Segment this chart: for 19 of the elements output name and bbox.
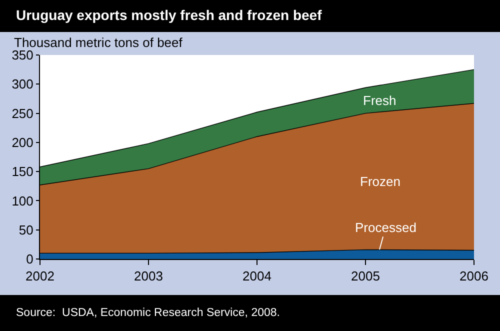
x-tick-label: 2006: [460, 268, 488, 284]
chart-title: Uruguay exports mostly fresh and frozen beef: [16, 7, 322, 23]
y-tick-label: 150: [12, 164, 34, 180]
y-tick-label: 350: [12, 48, 34, 63]
y-tick-label: 200: [12, 134, 34, 150]
series-label: Processed: [355, 220, 416, 235]
x-tick-label: 2004: [242, 268, 272, 284]
source-note: Source: USDA, Economic Research Service, 2008.: [16, 307, 280, 319]
series-label: Frozen: [360, 174, 400, 189]
x-tick-label: 2003: [134, 268, 163, 284]
y-axis-title: Thousand metric tons of beef: [14, 35, 183, 50]
series-label: Fresh: [363, 93, 396, 108]
y-tick-label: 0: [26, 252, 34, 267]
y-tick-label: 50: [18, 222, 34, 238]
y-tick-label: 250: [12, 106, 34, 121]
x-tick-label: 2002: [26, 268, 54, 284]
y-tick-label: 100: [12, 193, 34, 208]
x-tick-label: 2005: [351, 268, 380, 284]
y-tick-label: 300: [12, 76, 34, 92]
